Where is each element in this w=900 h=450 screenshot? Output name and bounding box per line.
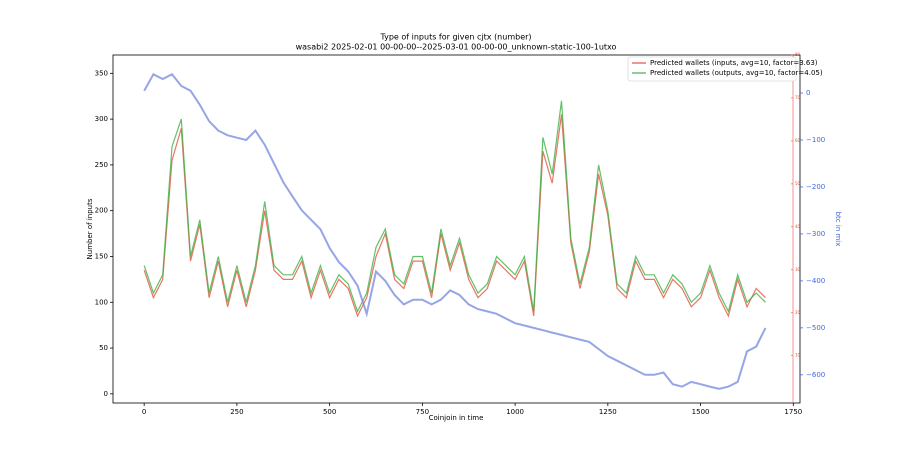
series-line xyxy=(143,100,766,314)
y-tick-label: 250 xyxy=(95,161,108,169)
y3-tick-label: −100 xyxy=(806,136,825,144)
x-tick-label: 1250 xyxy=(599,408,617,416)
x-tick-label: 1500 xyxy=(692,408,710,416)
x-tick-label: 1750 xyxy=(784,408,802,416)
x-tick-label: 0 xyxy=(142,408,146,416)
x-tick-label: 500 xyxy=(323,408,336,416)
chart-subtitle: wasabi2 2025-02-01 00-00-00--2025-03-01 … xyxy=(296,43,617,52)
y-tick-label: 350 xyxy=(95,69,108,77)
legend-box xyxy=(627,56,797,82)
x-tick-label: 1000 xyxy=(506,408,524,416)
y2-tick-label: 40 xyxy=(795,224,801,229)
y3-tick-label: −500 xyxy=(806,324,825,332)
y3-axis-label: btc in mix xyxy=(834,212,842,247)
y2-tick-label: 30 xyxy=(795,267,801,272)
plot-frame xyxy=(112,54,801,404)
series-line xyxy=(143,114,766,318)
y2-tick-label: 80 xyxy=(795,52,801,57)
y-tick-label: 100 xyxy=(95,298,108,306)
x-tick-label: 750 xyxy=(416,408,429,416)
x-axis-label: Coinjoin in time xyxy=(429,414,484,422)
y3-tick-label: −200 xyxy=(806,183,825,191)
y2-tick-label: 50 xyxy=(795,181,801,186)
y-tick-label: 150 xyxy=(95,252,108,260)
y3-tick-label: −600 xyxy=(806,371,825,379)
y-tick-label: 0 xyxy=(104,390,108,398)
y-tick-label: 300 xyxy=(95,115,108,123)
y2-tick-label: 70 xyxy=(795,95,801,100)
y3-tick-label: −400 xyxy=(806,277,825,285)
y-tick-label: 200 xyxy=(95,207,108,215)
legend-label: Predicted wallets (inputs, avg=10, facto… xyxy=(650,59,818,67)
y-tick-label: 50 xyxy=(99,344,108,352)
legend-label: Predicted wallets (outputs, avg=10, fact… xyxy=(650,69,823,77)
x-tick-label: 250 xyxy=(230,408,243,416)
series-line xyxy=(143,72,767,390)
y3-tick-label: 0 xyxy=(806,89,810,97)
y2-tick-label: 60 xyxy=(795,138,801,143)
chart-title: Type of inputs for given cjtx (number) xyxy=(379,33,531,42)
y-axis-label: Number of inputs xyxy=(86,198,94,259)
y3-tick-label: −300 xyxy=(806,230,825,238)
y2-tick-label: 10 xyxy=(795,353,801,358)
y2-tick-label: 20 xyxy=(795,310,801,315)
